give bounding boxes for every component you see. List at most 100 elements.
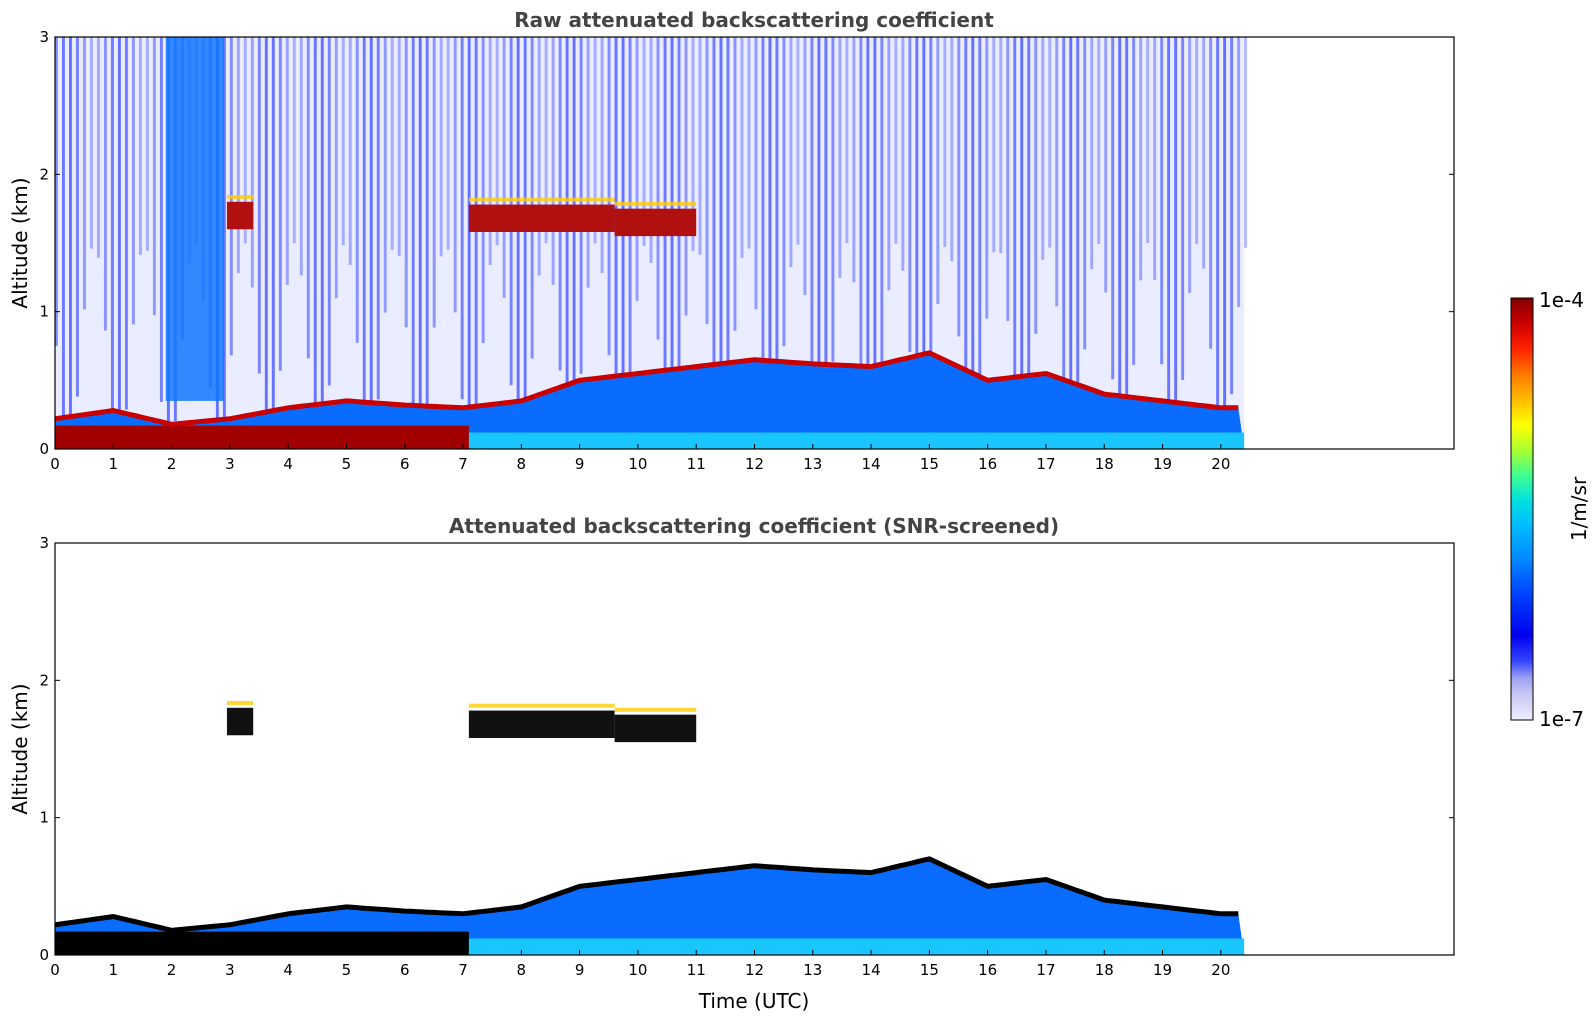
raw-noise-streak	[1160, 37, 1164, 365]
screened-x-tick-label: 11	[687, 961, 706, 979]
raw-noise-streak	[390, 37, 394, 250]
raw-noise-streak	[985, 37, 989, 319]
raw-noise-streak	[1223, 37, 1227, 447]
raw-noise-streak	[992, 37, 996, 253]
screened-panel-title: Attenuated backscattering coefficient (S…	[449, 514, 1059, 538]
raw-x-tick-label: 15	[920, 455, 939, 473]
raw-noise-streak	[551, 37, 555, 285]
raw-noise-streak	[1209, 37, 1213, 349]
raw-y-tick-label: 1	[39, 303, 49, 321]
raw-noise-streak	[96, 37, 100, 258]
raw-noise-streak	[866, 37, 870, 438]
raw-heatmap	[55, 37, 1248, 449]
screened-x-tick-label: 7	[458, 961, 468, 979]
raw-noise-streak	[1048, 37, 1052, 248]
raw-cloud-layer	[226, 201, 254, 230]
raw-noise-streak	[1181, 37, 1185, 380]
screened-x-tick-label: 6	[400, 961, 410, 979]
raw-noise-streak	[824, 37, 828, 435]
screened-cloud-edge	[614, 707, 697, 712]
raw-noise-streak	[1062, 37, 1066, 394]
raw-noise-streak	[656, 37, 660, 340]
raw-noise-streak	[1216, 37, 1220, 427]
screened-x-axis: 0 1 2 3 4 5 6 7 8 9 10 11 12 13 14 15 16 17 18 19 20	[50, 950, 1230, 979]
screened-x-tick-label: 5	[342, 961, 352, 979]
raw-noise-streak	[55, 37, 58, 346]
screened-surface-band	[463, 938, 1245, 955]
raw-noise-streak	[103, 37, 107, 331]
screened-cloud-layer	[468, 710, 615, 739]
x-axis-label: Time (UTC)	[698, 989, 810, 1013]
raw-noise-streak	[761, 37, 765, 397]
raw-noise-streak	[936, 37, 940, 304]
raw-x-tick-label: 17	[1036, 455, 1055, 473]
raw-noise-streak	[922, 37, 926, 447]
raw-y-axis-label: Altitude (km)	[8, 177, 32, 308]
raw-noise-streak	[537, 37, 541, 276]
raw-x-tick-label: 9	[575, 455, 585, 473]
screened-cloud-layer	[226, 707, 254, 736]
colorbar-bottom-label: 1e-7	[1539, 707, 1584, 731]
raw-x-tick-label: 2	[167, 455, 177, 473]
raw-cloud-layer	[614, 208, 697, 237]
raw-noise-streak	[124, 37, 128, 410]
screened-x-tick-label: 10	[628, 961, 647, 979]
screened-x-tick-label: 15	[920, 961, 939, 979]
raw-noise-streak	[971, 37, 975, 449]
raw-noise-streak	[397, 37, 401, 257]
raw-noise-streak	[607, 37, 611, 356]
raw-noise-streak	[544, 37, 548, 244]
raw-noise-streak	[236, 37, 240, 274]
screened-x-tick-label: 1	[109, 961, 119, 979]
screened-panel: Attenuated backscattering coefficient (S…	[8, 514, 1455, 1013]
screened-heatmap	[55, 700, 1245, 955]
screened-x-tick-label: 19	[1153, 961, 1172, 979]
screened-x-tick-label: 3	[225, 961, 235, 979]
raw-noise-streak	[1097, 37, 1101, 245]
raw-noise-streak	[621, 37, 625, 446]
raw-noise-streak	[446, 37, 450, 250]
raw-noise-streak	[306, 37, 310, 359]
raw-noise-streak	[600, 37, 604, 274]
raw-cloud-layer	[468, 204, 615, 233]
raw-noise-streak	[1041, 37, 1045, 260]
colorbar-unit-label: 1/m/sr	[1567, 476, 1591, 541]
raw-noise-streak	[775, 37, 779, 426]
screened-x-tick-label: 20	[1211, 961, 1230, 979]
raw-x-tick-label: 11	[687, 455, 706, 473]
screened-y-tick-label: 3	[39, 534, 49, 552]
raw-noise-streak	[145, 37, 149, 251]
raw-noise-streak	[943, 37, 947, 247]
raw-noise-streak	[502, 37, 506, 299]
raw-noise-streak	[243, 37, 247, 244]
raw-noise-streak	[880, 37, 884, 377]
raw-noise-streak	[782, 37, 786, 347]
raw-boundary-layer	[55, 352, 1245, 449]
raw-noise-streak	[1118, 37, 1122, 443]
raw-noise-streak	[1006, 37, 1010, 322]
raw-noise-streak	[61, 37, 65, 426]
raw-noise-streak	[222, 37, 226, 431]
raw-noise-streak	[516, 37, 520, 445]
raw-noise-streak	[1055, 37, 1059, 307]
raw-x-axis: 0 1 2 3 4 5 6 7 8 9 10 11 12 13 14 15 16 17 18 19 20	[50, 444, 1230, 473]
screened-cloud-edge	[226, 700, 254, 705]
raw-noise-streak	[362, 37, 366, 424]
raw-cloud-edge	[226, 194, 254, 199]
raw-noise-streak	[257, 37, 261, 374]
raw-noise-streak	[565, 37, 569, 439]
raw-noise-streak	[789, 37, 793, 268]
raw-noise-streak	[593, 37, 597, 244]
raw-noise-streak	[803, 37, 807, 296]
raw-noise-streak	[1237, 37, 1241, 307]
raw-noise-streak	[159, 37, 163, 402]
raw-y-tick-label: 3	[39, 28, 49, 46]
raw-noise-streak	[873, 37, 877, 442]
raw-noise-streak	[915, 37, 919, 429]
raw-noise-streak	[1146, 37, 1150, 244]
screened-x-tick-label: 2	[167, 961, 177, 979]
raw-noise-streak	[705, 37, 709, 325]
screened-x-tick-label: 4	[283, 961, 293, 979]
raw-noise-streak	[901, 37, 905, 271]
raw-noise-streak	[1139, 37, 1143, 281]
